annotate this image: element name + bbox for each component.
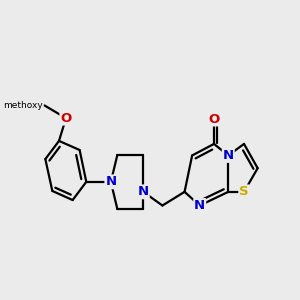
Text: methoxy: methoxy	[3, 101, 43, 110]
Text: N: N	[194, 199, 205, 212]
Text: S: S	[239, 185, 249, 198]
Text: N: N	[138, 185, 149, 198]
Text: O: O	[208, 112, 220, 126]
Text: N: N	[223, 149, 234, 162]
Text: O: O	[60, 112, 72, 125]
Text: N: N	[105, 175, 116, 188]
